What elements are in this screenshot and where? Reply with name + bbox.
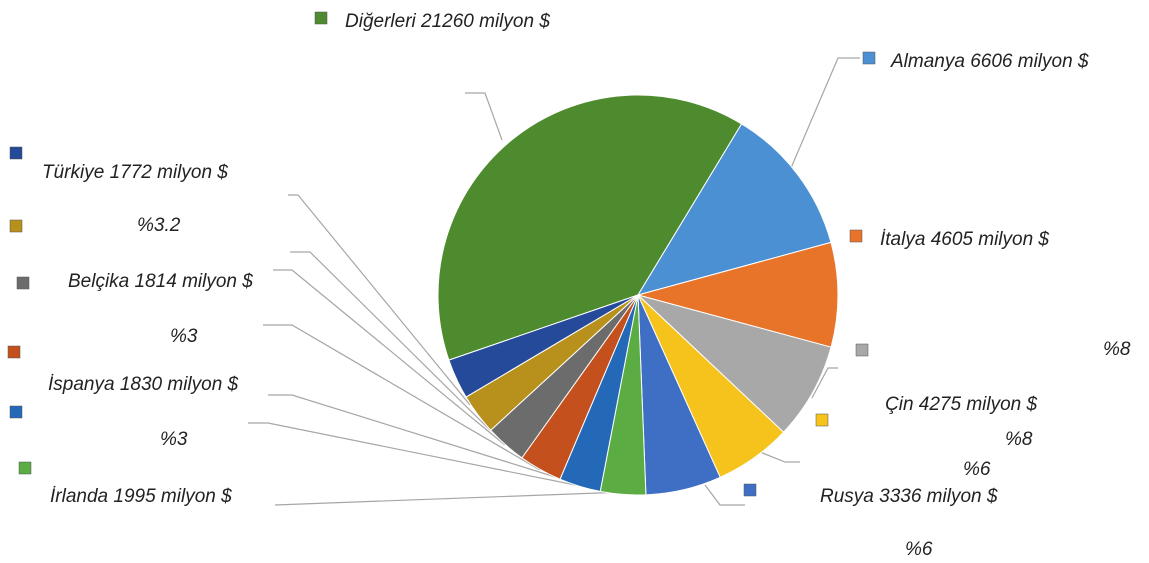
data-label: Diğerleri 21260 milyon $: [345, 11, 550, 32]
data-label: %8: [1103, 339, 1131, 360]
leader-line: [784, 57, 860, 183]
data-label: Rusya 3336 milyon $: [820, 486, 998, 507]
data-label: %3.2: [137, 215, 181, 236]
leader-line: [811, 367, 838, 399]
legend-marker: [862, 51, 876, 65]
leader-line: [268, 394, 566, 481]
pie-slice: [448, 294, 639, 398]
leader-line: [263, 324, 541, 471]
leader-lines: [248, 57, 860, 506]
leader-line: [288, 194, 471, 406]
data-label: %6: [963, 459, 991, 480]
data-label: %8: [1005, 429, 1033, 450]
data-label: İspanya 1830 milyon $: [48, 374, 239, 395]
leader-line: [759, 451, 800, 463]
data-label: %6: [905, 539, 933, 560]
data-label: %3: [160, 429, 188, 450]
leader-line: [290, 251, 491, 431]
leader-line: [274, 491, 626, 506]
legend-marker: [9, 219, 23, 233]
legend-marker: [16, 276, 30, 290]
legend-marker: [7, 345, 21, 359]
leader-line: [273, 269, 506, 446]
legend-marker: [9, 405, 23, 419]
legend-marker: [9, 146, 23, 160]
legend-marker: [855, 343, 869, 357]
data-label: Türkiye 1772 milyon $: [42, 162, 228, 183]
data-label: İrlanda 1995 milyon $: [50, 486, 232, 507]
leader-line: [465, 92, 503, 141]
leader-line: [704, 484, 745, 506]
pie-slice: [637, 294, 832, 433]
pie-slice: [437, 94, 743, 361]
data-label: Almanya 6606 milyon $: [890, 51, 1089, 72]
legend-marker: [314, 11, 328, 25]
legend-marker: [18, 461, 32, 475]
pie-slice: [636, 241, 839, 348]
data-label: Belçika 1814 milyon $: [68, 271, 253, 292]
legend-marker: [849, 229, 863, 243]
data-label: İtalya 4605 milyon $: [880, 229, 1049, 250]
leader-line: [248, 422, 601, 491]
pie-slice: [636, 123, 832, 296]
data-label: Çin 4275 milyon $: [885, 394, 1038, 415]
legend-marker: [743, 483, 757, 497]
legend-marker: [815, 413, 829, 427]
data-label: %3: [170, 326, 198, 347]
